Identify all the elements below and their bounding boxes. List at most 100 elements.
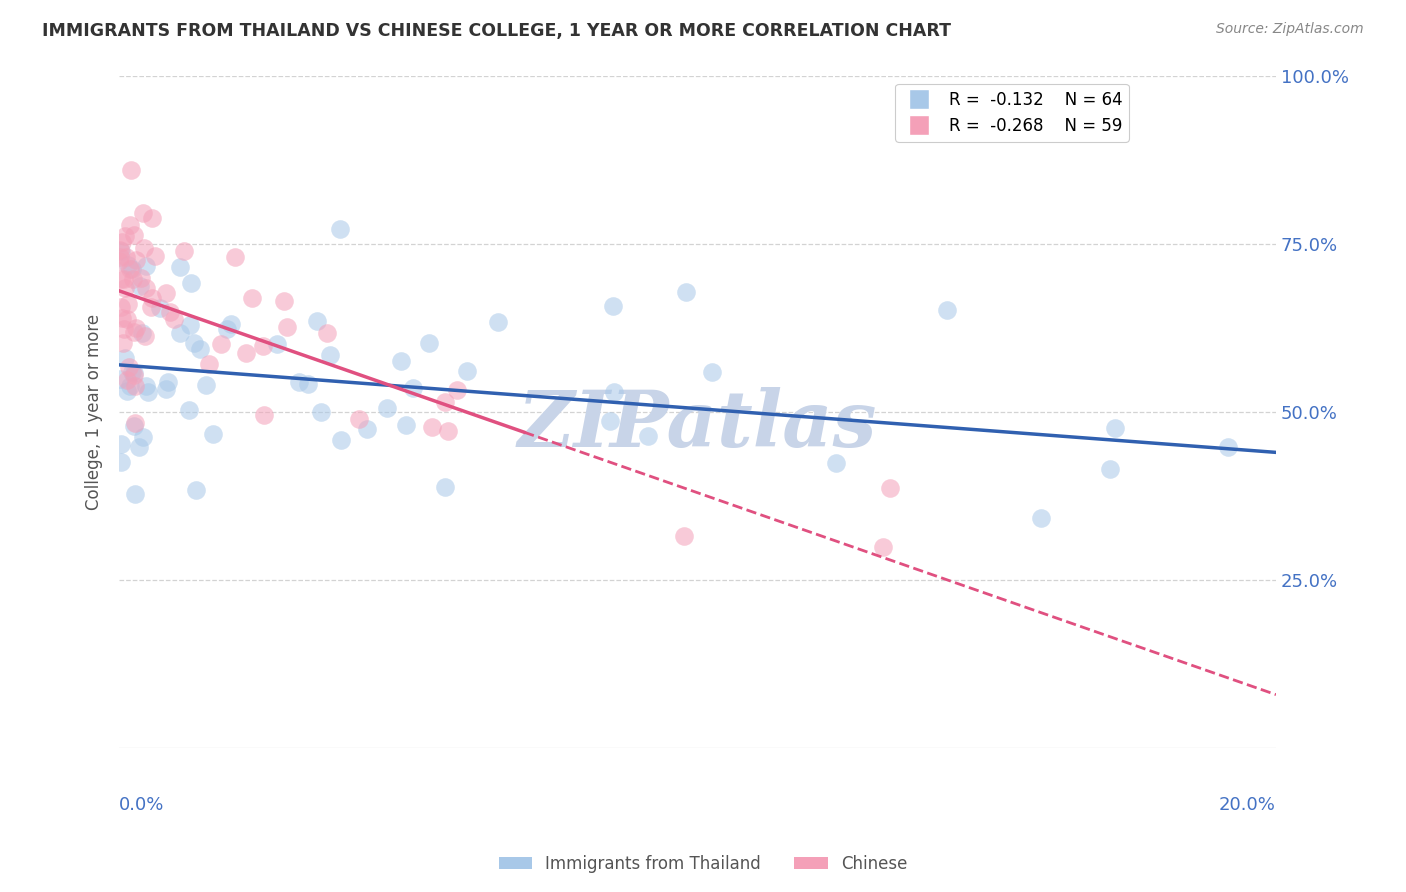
Point — [157, 375, 180, 389]
Point — [1216, 440, 1239, 454]
Point — [135, 281, 157, 295]
Point — [235, 345, 257, 359]
Point — [134, 241, 156, 255]
Point — [418, 335, 440, 350]
Point — [433, 395, 456, 409]
Point — [155, 285, 177, 300]
Point — [118, 262, 141, 277]
Point — [375, 401, 398, 416]
Point — [110, 455, 132, 469]
Point — [141, 291, 163, 305]
Point — [120, 379, 142, 393]
Point — [159, 305, 181, 319]
Text: IMMIGRANTS FROM THAILAND VS CHINESE COLLEGE, 1 YEAR OR MORE CORRELATION CHART: IMMIGRANTS FROM THAILAND VS CHINESE COLL… — [42, 22, 952, 40]
Point — [122, 418, 145, 433]
Point — [456, 364, 478, 378]
Point — [169, 260, 191, 274]
Point — [240, 291, 263, 305]
Point — [179, 318, 201, 333]
Point — [198, 357, 221, 371]
Point — [195, 377, 218, 392]
Point — [120, 163, 142, 178]
Point — [389, 354, 412, 368]
Point — [124, 325, 146, 339]
Point — [252, 339, 274, 353]
Point — [115, 384, 138, 399]
Point — [329, 222, 352, 236]
Point — [188, 342, 211, 356]
Point — [124, 227, 146, 242]
Point — [183, 335, 205, 350]
Point — [114, 351, 136, 365]
Point — [131, 430, 153, 444]
Y-axis label: College, 1 year or more: College, 1 year or more — [86, 314, 103, 510]
Point — [124, 253, 146, 268]
Point — [134, 328, 156, 343]
Point — [209, 337, 232, 351]
Point — [219, 317, 242, 331]
Point — [395, 417, 418, 432]
Point — [1104, 421, 1126, 435]
Point — [108, 254, 131, 268]
Point — [163, 312, 186, 326]
Point — [173, 244, 195, 259]
Point — [1098, 461, 1121, 475]
Point — [305, 314, 328, 328]
Point — [309, 405, 332, 419]
Point — [276, 319, 298, 334]
Point — [117, 360, 139, 375]
Point — [122, 366, 145, 380]
Point — [110, 311, 132, 326]
Point — [110, 271, 132, 285]
Point — [315, 326, 337, 341]
Point — [121, 271, 143, 285]
Point — [437, 424, 460, 438]
Point — [110, 300, 132, 314]
Point — [215, 322, 238, 336]
Point — [139, 301, 162, 315]
Point — [118, 218, 141, 232]
Point — [825, 456, 848, 470]
Point — [115, 311, 138, 326]
Point — [599, 414, 621, 428]
Point — [486, 316, 509, 330]
Text: 20.0%: 20.0% — [1219, 796, 1277, 814]
Text: Source: ZipAtlas.com: Source: ZipAtlas.com — [1216, 22, 1364, 37]
Point — [297, 377, 319, 392]
Point — [122, 368, 145, 382]
Point — [446, 383, 468, 397]
Point — [114, 229, 136, 244]
Point — [402, 381, 425, 395]
Point — [129, 279, 152, 293]
Point — [675, 285, 697, 300]
Point — [224, 250, 246, 264]
Point — [135, 259, 157, 273]
Point — [672, 529, 695, 543]
Point — [879, 481, 901, 495]
Point — [356, 422, 378, 436]
Point — [422, 419, 444, 434]
Point — [112, 336, 135, 351]
Point — [136, 384, 159, 399]
Point — [288, 376, 311, 390]
Point — [124, 379, 146, 393]
Point — [637, 428, 659, 442]
Point — [115, 373, 138, 387]
Point — [177, 403, 200, 417]
Point — [184, 483, 207, 498]
Point — [114, 250, 136, 264]
Point — [602, 299, 624, 313]
Point — [273, 293, 295, 308]
Point — [155, 382, 177, 396]
Point — [319, 347, 342, 361]
Point — [169, 326, 191, 340]
Point — [111, 235, 134, 249]
Point — [936, 302, 959, 317]
Point — [253, 409, 276, 423]
Point — [433, 480, 456, 494]
Point — [1029, 510, 1052, 524]
Point — [143, 249, 166, 263]
Point — [114, 280, 136, 294]
Point — [872, 540, 894, 554]
Text: 0.0%: 0.0% — [120, 796, 165, 814]
